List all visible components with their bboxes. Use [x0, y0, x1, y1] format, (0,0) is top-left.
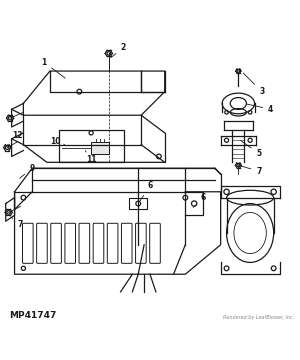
- Bar: [59, 130, 124, 162]
- Text: 6: 6: [193, 193, 206, 207]
- Bar: [129, 198, 147, 210]
- Text: 7: 7: [241, 166, 262, 176]
- Text: 7: 7: [11, 217, 23, 229]
- Text: MP41747: MP41747: [9, 311, 56, 320]
- Text: 3: 3: [243, 73, 265, 96]
- Text: 4: 4: [247, 104, 273, 114]
- Bar: [91, 142, 109, 153]
- Text: 10: 10: [50, 137, 64, 146]
- Text: 11: 11: [85, 150, 96, 164]
- Text: 12: 12: [7, 131, 23, 145]
- Text: 5: 5: [241, 140, 262, 158]
- Text: 9: 9: [20, 164, 35, 178]
- Text: 2: 2: [111, 43, 126, 58]
- Text: 1: 1: [41, 58, 65, 78]
- Text: Rendered by LeafBlower, Inc.: Rendered by LeafBlower, Inc.: [223, 315, 294, 320]
- Text: 6: 6: [140, 181, 153, 201]
